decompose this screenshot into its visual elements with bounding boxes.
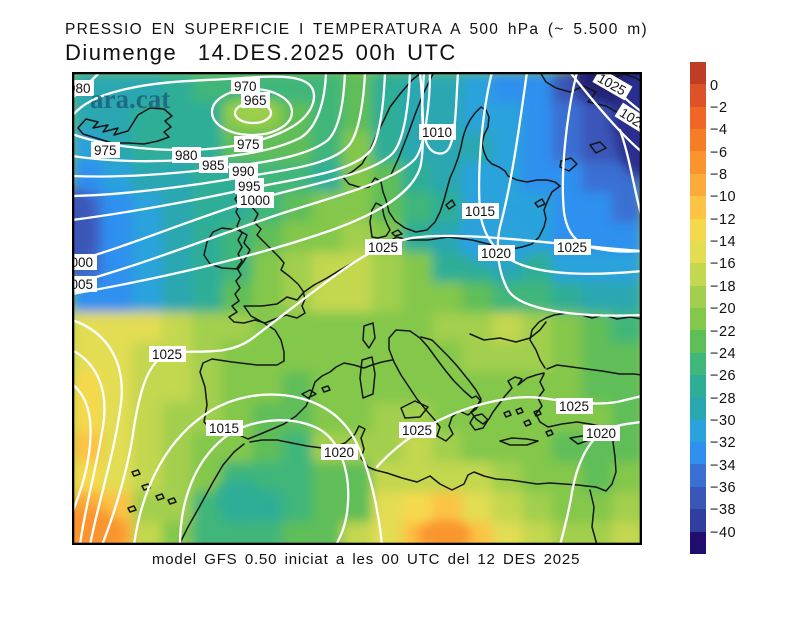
svg-text:975: 975	[94, 143, 117, 158]
svg-text:1000: 1000	[240, 193, 270, 208]
svg-text:1020: 1020	[324, 445, 354, 460]
svg-text:985: 985	[202, 158, 225, 173]
svg-text:970: 970	[234, 79, 257, 94]
svg-text:ara.cat: ara.cat	[90, 84, 170, 114]
svg-text:1025: 1025	[402, 423, 432, 438]
svg-text:1025: 1025	[152, 347, 182, 362]
svg-text:1015: 1015	[465, 204, 495, 219]
svg-text:1020: 1020	[481, 246, 511, 261]
svg-text:1005: 1005	[72, 277, 93, 292]
svg-text:1015: 1015	[209, 421, 239, 436]
svg-text:1025: 1025	[557, 240, 587, 255]
svg-text:1000: 1000	[72, 255, 93, 270]
svg-text:975: 975	[237, 137, 260, 152]
svg-text:995: 995	[238, 179, 261, 194]
svg-text:980: 980	[72, 81, 91, 96]
svg-text:1025: 1025	[368, 240, 398, 255]
svg-text:1025: 1025	[559, 399, 589, 414]
svg-text:1020: 1020	[586, 426, 616, 441]
svg-text:965: 965	[244, 93, 267, 108]
svg-text:980: 980	[175, 148, 198, 163]
svg-text:1010: 1010	[422, 125, 452, 140]
svg-text:990: 990	[232, 164, 255, 179]
